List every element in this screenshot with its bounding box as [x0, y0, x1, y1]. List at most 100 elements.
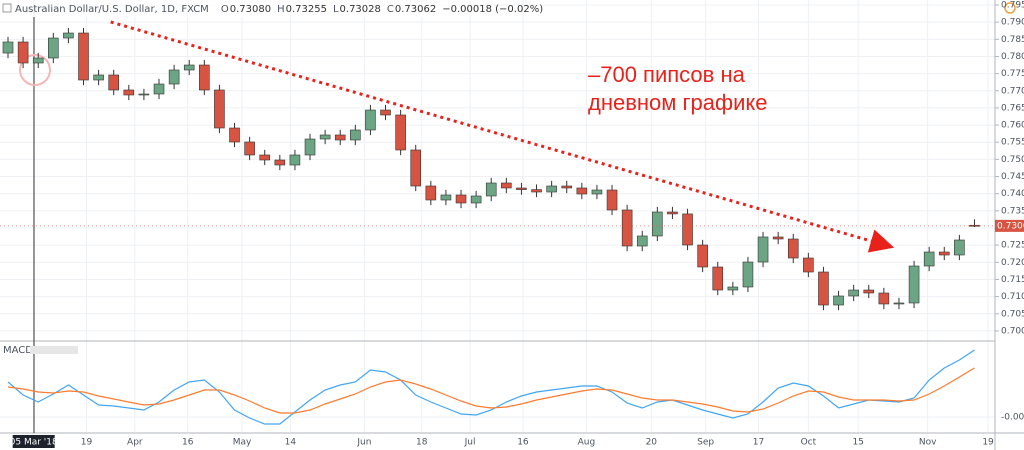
x-tick-label: 17	[753, 438, 764, 448]
candle-body	[908, 265, 920, 304]
candle-body	[2, 41, 14, 54]
candle-body	[153, 83, 165, 95]
x-tick-label: Oct	[801, 438, 817, 448]
y-tick-label: 0.71000	[1001, 292, 1024, 302]
candle-body	[787, 238, 799, 259]
candle-body	[365, 109, 376, 131]
candle-body	[954, 239, 965, 256]
candle-body	[123, 89, 135, 96]
macd-tick-label: -0.0050	[1001, 413, 1024, 423]
x-tick-label: 14	[285, 438, 297, 448]
header-change: −0.00018 (−0.02%)	[442, 4, 543, 15]
y-tick-label: 0.76500	[1001, 103, 1024, 113]
highlight-circle	[19, 54, 51, 86]
candle-body	[516, 187, 527, 190]
candle-body	[32, 57, 44, 64]
y-tick-label: 0.78000	[1001, 52, 1024, 62]
candle-body	[289, 154, 301, 166]
y-tick-label: 0.72500	[1001, 241, 1024, 251]
x-tick-label: Nov	[919, 438, 937, 448]
annotation: дневном графике	[588, 90, 768, 115]
x-tick-highlight	[12, 435, 55, 448]
candle-body	[727, 286, 739, 291]
candle-body	[636, 235, 648, 247]
header-values: O 0.73080 H 0.73255 L 0.73028 C 0.73062 −0.00018…	[221, 4, 543, 15]
candle-body	[969, 224, 980, 227]
y-tick-label: 0.73500	[1001, 206, 1024, 216]
candle-body	[938, 251, 950, 256]
x-tick-label: 16	[182, 438, 194, 448]
candle-body	[108, 74, 119, 91]
candle-body	[470, 195, 482, 204]
candle-body	[350, 129, 361, 141]
y-tick-label: 0.79500	[1001, 1, 1024, 11]
candle-body	[17, 41, 29, 64]
candle-body	[259, 154, 271, 161]
header-label: L	[333, 4, 339, 15]
candle-body	[168, 69, 180, 85]
candle-body	[138, 93, 150, 96]
candle-body	[561, 185, 573, 189]
y-tick-label: 0.77500	[1001, 69, 1024, 79]
macd-title: MACD	[3, 345, 33, 356]
candle-body	[183, 64, 195, 71]
y-tick-label: 0.77000	[1001, 86, 1024, 96]
x-tick-label: May	[233, 438, 252, 448]
candle-body	[244, 141, 255, 156]
x-tick-label: Sep	[697, 438, 714, 448]
candle-body	[621, 209, 633, 247]
candle-body	[319, 134, 331, 140]
candle-body	[878, 292, 890, 305]
candle-body	[848, 289, 859, 297]
candle-body	[410, 149, 422, 187]
candle-body	[334, 134, 346, 141]
candle-body	[455, 194, 467, 204]
candle-body	[652, 211, 663, 237]
y-tick-label: 0.70500	[1001, 309, 1024, 319]
candle-body	[833, 295, 844, 306]
candle-body	[214, 89, 225, 129]
macd-panel	[7, 349, 975, 425]
x-tick-label: Apr	[127, 438, 143, 448]
header-value: 0.73255	[286, 4, 327, 15]
y-tick-label: 0.78500	[1001, 35, 1024, 45]
settings-icon[interactable]	[1004, 2, 1016, 14]
macd-controls[interactable]	[30, 346, 78, 354]
symbol-title: Australian Dollar/U.S. Dollar, 1D, FXCM	[15, 4, 209, 15]
x-tick-label: Jul	[464, 438, 476, 448]
collapse-icon[interactable]	[2, 3, 12, 13]
x-tick-label: Jun	[356, 438, 371, 448]
x-tick-label: 19	[81, 438, 93, 448]
candle-body	[78, 32, 89, 81]
last-price-box	[995, 219, 1024, 232]
candle-body	[485, 182, 497, 197]
trendline	[110, 20, 895, 253]
x-tick-label: Aug	[578, 438, 596, 448]
x-tick-label: 18	[416, 438, 428, 448]
candle-body	[742, 261, 754, 288]
candle-body	[274, 159, 286, 166]
header-label: C	[387, 4, 394, 15]
y-tick-label: 0.79000	[1001, 18, 1024, 28]
y-tick-label: 0.72000	[1001, 258, 1024, 268]
candle-body	[818, 271, 829, 306]
candle-body	[697, 244, 708, 268]
candle-body	[546, 185, 557, 193]
candle-body	[63, 32, 74, 39]
candle-body	[425, 185, 437, 201]
x-tick-label: 16	[517, 438, 529, 448]
candle-body	[93, 74, 104, 81]
candle-body	[380, 109, 391, 116]
y-tick-label: 0.74500	[1001, 172, 1024, 182]
x-tick-label: 20	[646, 438, 658, 448]
candle-body	[893, 302, 905, 305]
y-tick-label: 0.71500	[1001, 275, 1024, 285]
candles	[2, 20, 980, 311]
grid	[0, 0, 995, 432]
candle-body	[712, 266, 724, 291]
header-label: O	[221, 4, 229, 15]
candle-body	[667, 211, 678, 215]
